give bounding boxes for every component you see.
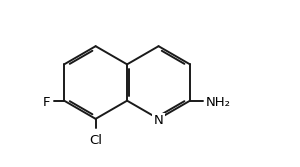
Text: Cl: Cl <box>89 134 102 147</box>
Text: NH₂: NH₂ <box>205 96 230 109</box>
Text: F: F <box>43 96 50 109</box>
Text: N: N <box>154 114 164 127</box>
